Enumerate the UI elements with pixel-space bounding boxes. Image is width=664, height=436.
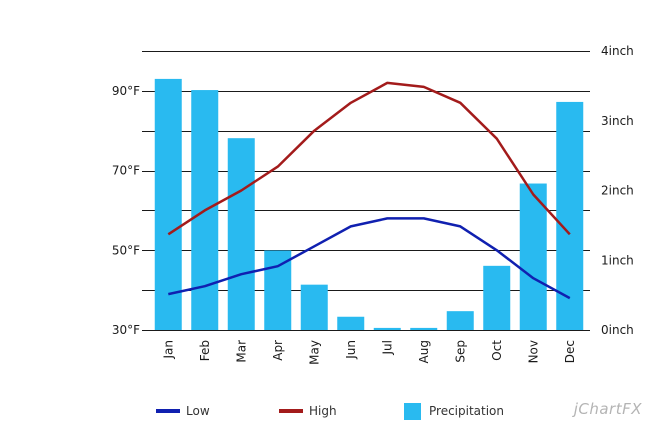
x-axis-tick-label: Mar [234, 340, 248, 363]
x-axis-tick-label: May [307, 340, 321, 365]
left-axis-tick-label: 50°F [112, 243, 140, 257]
right-axis-tick-label: 4inch [601, 44, 634, 58]
right-axis-tick-label: 3inch [601, 114, 634, 128]
legend-item-low: Low [156, 402, 210, 420]
right-axis-tick-label: 0inch [601, 323, 634, 337]
precipitation-bar [227, 138, 255, 330]
precipitation-bars [154, 78, 584, 331]
legend-label-high: High [309, 404, 337, 418]
x-axis-tick-label: Apr [271, 340, 285, 361]
x-axis-tick-label: Nov [526, 340, 540, 363]
brand-logo: jChartFX [573, 400, 642, 418]
precipitation-bar [446, 311, 474, 330]
x-axis-tick-label: Jun [344, 340, 358, 360]
axes: 30°F 50°F 70°F 90°F 0inch 1inch 2inch 3inch 4inc… [112, 44, 634, 337]
precipitation-bar [519, 183, 547, 330]
x-axis-labels: Jan Feb Mar Apr May Jun Jul Aug Sep Oct Nov Dec [161, 340, 577, 365]
legend-item-high: High [279, 402, 337, 420]
precipitation-bar [373, 327, 401, 330]
legend-label-low: Low [186, 404, 210, 418]
legend: Low High Precipitation jChartFX [0, 396, 664, 426]
precipitation-bar [264, 250, 292, 330]
right-axis-tick-label: 2inch [601, 184, 634, 198]
temperature-lines [167, 81, 571, 300]
legend-swatch-precipitation [404, 402, 421, 420]
high-temperature-line [167, 81, 571, 236]
legend-label-precipitation: Precipitation [429, 404, 505, 418]
legend-swatch-low [156, 409, 180, 413]
precipitation-bar [300, 284, 328, 330]
x-axis-tick-label: Jul [380, 340, 394, 355]
left-axis-tick-label: 70°F [112, 164, 140, 178]
x-axis-tick-label: Sep [453, 340, 467, 363]
precipitation-bar [556, 101, 584, 330]
x-axis-tick-label: Oct [490, 340, 504, 361]
right-axis-tick-label: 1inch [601, 253, 634, 267]
left-axis-tick-label: 30°F [112, 323, 140, 337]
precipitation-bar [483, 265, 511, 330]
legend-swatch-high [279, 409, 303, 413]
precipitation-bar [410, 327, 438, 330]
precipitation-bar [337, 316, 365, 330]
x-axis-tick-label: Aug [417, 340, 431, 363]
low-temperature-line [168, 217, 571, 300]
x-axis-tick-label: Dec [563, 340, 577, 363]
left-axis-tick-label: 90°F [112, 84, 140, 98]
x-axis-tick-label: Jan [161, 340, 175, 360]
legend-item-precipitation: Precipitation [404, 402, 504, 420]
precipitation-bar [154, 78, 182, 331]
x-axis-tick-label: Feb [198, 340, 212, 361]
